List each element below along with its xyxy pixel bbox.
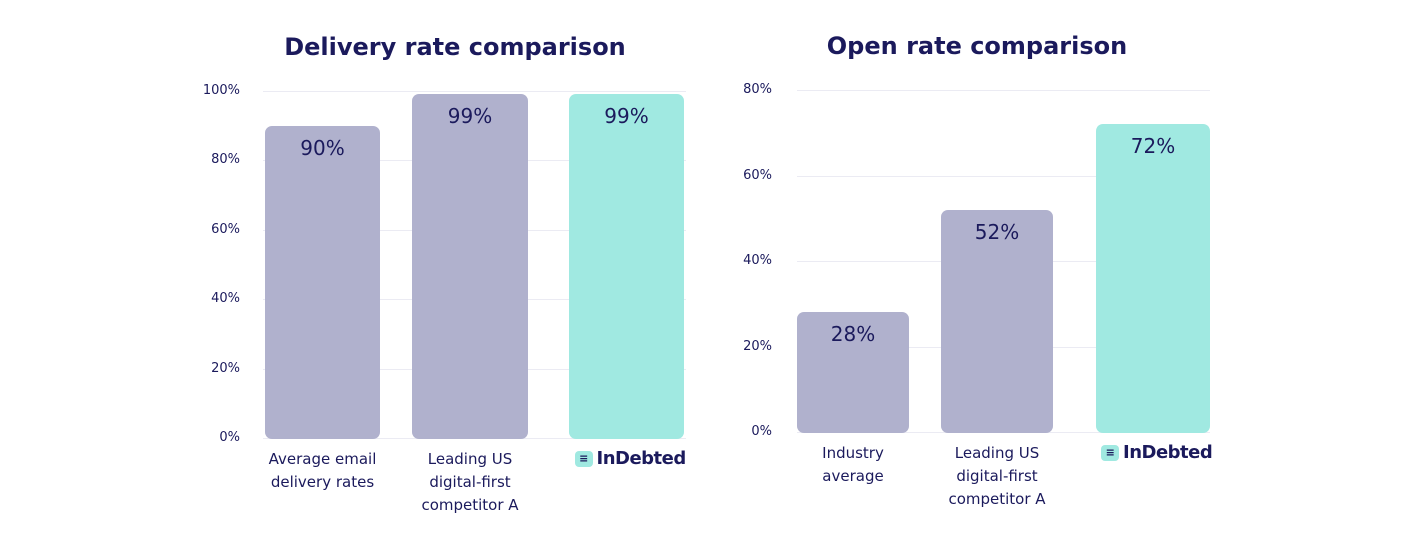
logo-text: InDebted bbox=[1123, 442, 1213, 463]
data-label: 99% bbox=[604, 104, 649, 129]
x-category-label: Industry average bbox=[822, 444, 884, 485]
y-tick-label: 60% bbox=[211, 221, 240, 237]
bar bbox=[265, 125, 380, 439]
gridline bbox=[797, 175, 1210, 177]
data-label: 99% bbox=[447, 104, 493, 129]
y-tick-label: 80% bbox=[211, 152, 240, 168]
y-tick-label: 0% bbox=[219, 430, 240, 445]
x-category-label: Average email delivery rates bbox=[268, 450, 377, 491]
indebted-logo: ≡ InDebted bbox=[574, 448, 687, 469]
indebted-logo-icon: ≡ bbox=[574, 450, 593, 467]
y-tick-label: 0% bbox=[751, 424, 772, 439]
logo-text: InDebted bbox=[596, 448, 687, 469]
indebted-logo: ≡ InDebted bbox=[1101, 442, 1213, 463]
data-label: 90% bbox=[300, 135, 345, 160]
bar bbox=[412, 94, 528, 439]
y-tick-label: 40% bbox=[743, 253, 772, 268]
gridline bbox=[797, 90, 1210, 91]
x-category-label: Leading US digital-first competitor A bbox=[421, 450, 519, 514]
y-tick-label: 20% bbox=[743, 338, 772, 354]
x-category-label: Leading US digital-first competitor A bbox=[948, 444, 1046, 508]
indebted-logo-icon: ≡ bbox=[1101, 444, 1119, 461]
y-tick-label: 100% bbox=[202, 83, 240, 98]
bar bbox=[1096, 124, 1210, 433]
y-tick-label: 40% bbox=[211, 291, 240, 307]
bar bbox=[941, 209, 1053, 433]
data-label: 72% bbox=[1130, 134, 1176, 159]
data-label: 52% bbox=[974, 219, 1020, 244]
y-tick-label: 60% bbox=[743, 167, 772, 183]
y-tick-label: 20% bbox=[211, 360, 240, 376]
gridline bbox=[263, 91, 686, 92]
bar bbox=[797, 312, 909, 433]
chart-title: Delivery rate comparison bbox=[284, 33, 626, 61]
bar bbox=[569, 94, 684, 439]
y-tick-label: 80% bbox=[743, 82, 772, 97]
data-label: 28% bbox=[830, 322, 876, 347]
chart-title: Open rate comparison bbox=[826, 32, 1128, 60]
